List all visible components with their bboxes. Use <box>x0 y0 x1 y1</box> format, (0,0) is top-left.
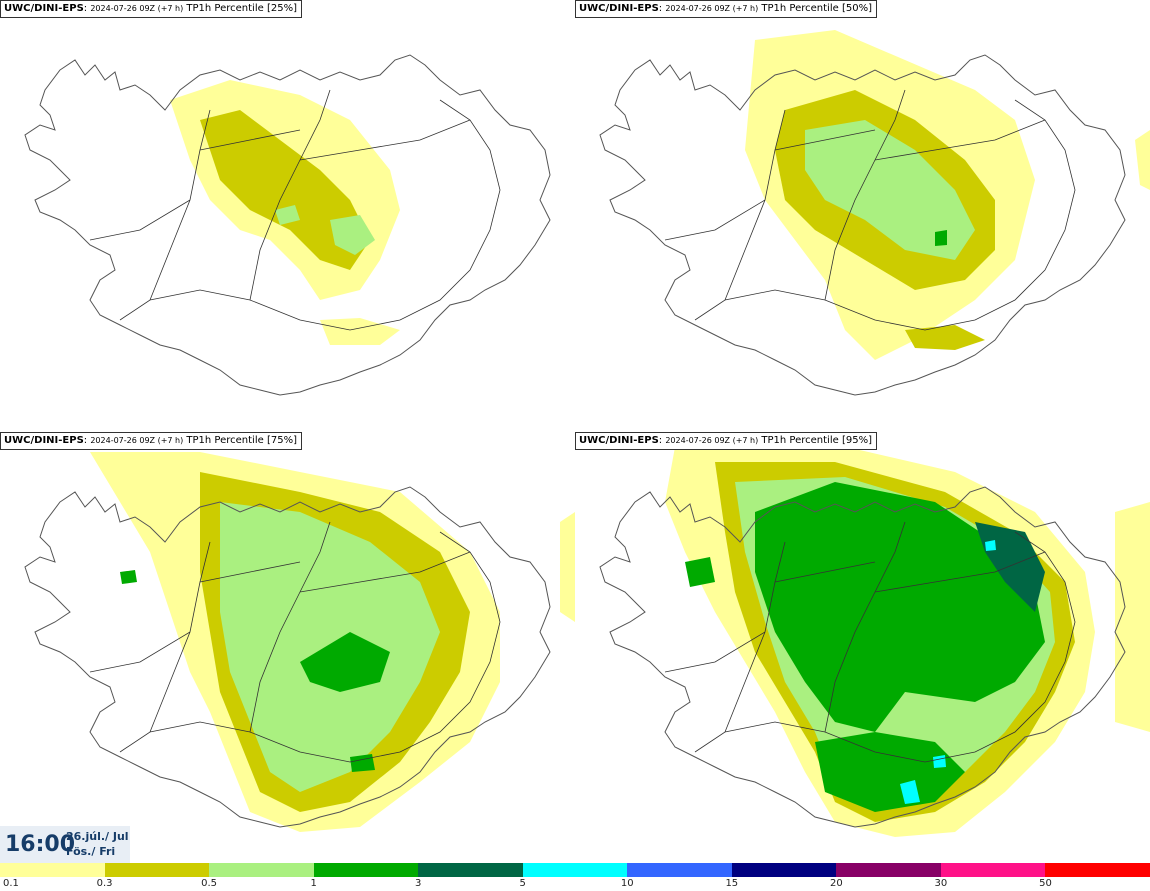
legend-swatch <box>1045 863 1150 877</box>
map-panel-p95: UWC/DINI-EPS: 2024-07-26 09Z (+7 h) TP1h… <box>575 432 1150 864</box>
panel-source: UWC/DINI-EPS <box>4 3 84 14</box>
legend-swatch <box>313 863 419 877</box>
legend-tick-label: 1 <box>310 878 317 889</box>
precip-map <box>599 442 1150 837</box>
valid-time-date: 26.júl./ Jul <box>66 830 129 843</box>
legend-tick-label: 20 <box>829 878 843 889</box>
legend-swatch <box>627 863 732 877</box>
precip-field <box>745 30 1150 360</box>
legend-tick-label: 5 <box>519 878 526 889</box>
precip-field <box>170 80 400 345</box>
valid-time-box: 16:00 26.júl./ Jul Fös./ Fri <box>0 826 130 863</box>
precip-map <box>24 452 575 832</box>
panel-run: 2024-07-26 09Z (+7 h) <box>665 436 759 445</box>
legend-swatch <box>836 863 941 877</box>
legend-tick-label: 0.5 <box>201 878 218 889</box>
valid-time-weekday: Fös./ Fri <box>66 845 116 858</box>
precip-legend: 0.1 0.3 0.5 1 3 5 10 15 20 30 50 <box>0 863 1150 891</box>
precip-map <box>599 30 1150 396</box>
legend-swatch <box>418 863 523 877</box>
panel-run: 2024-07-26 09Z (+7 h) <box>665 4 759 13</box>
precip-map <box>24 54 551 396</box>
panel-title: UWC/DINI-EPS: 2024-07-26 09Z (+7 h) TP1h… <box>575 432 877 450</box>
panel-run: 2024-07-26 09Z (+7 h) <box>90 4 184 13</box>
map-panel-p25: UWC/DINI-EPS: 2024-07-26 09Z (+7 h) TP1h… <box>0 0 575 432</box>
legend-tick-label: 3 <box>414 878 422 889</box>
panel-field: TP1h Percentile [95%] <box>761 435 872 446</box>
panel-source: UWC/DINI-EPS <box>4 435 84 446</box>
legend-swatch <box>731 863 837 877</box>
legend-swatch <box>940 863 1046 877</box>
panel-run: 2024-07-26 09Z (+7 h) <box>90 436 184 445</box>
legend-swatch <box>104 863 210 877</box>
panel-source: UWC/DINI-EPS <box>579 3 659 14</box>
panel-field: TP1h Percentile [50%] <box>761 3 872 14</box>
map-panel-p75: UWC/DINI-EPS: 2024-07-26 09Z (+7 h) TP1h… <box>0 432 575 864</box>
panel-field: TP1h Percentile [25%] <box>186 3 297 14</box>
panel-title: UWC/DINI-EPS: 2024-07-26 09Z (+7 h) TP1h… <box>0 432 302 450</box>
legend-tick-label: 50 <box>1039 878 1052 889</box>
legend-tick-label: 30 <box>934 878 948 889</box>
legend-tick-label: 0.1 <box>3 878 19 889</box>
panel-field: TP1h Percentile [75%] <box>186 435 297 446</box>
precip-field <box>665 442 1150 837</box>
panel-title: UWC/DINI-EPS: 2024-07-26 09Z (+7 h) TP1h… <box>575 0 877 18</box>
panel-source: UWC/DINI-EPS <box>579 435 659 446</box>
legend-tick-label: 15 <box>725 878 739 889</box>
precip-field <box>90 452 575 832</box>
panel-title: UWC/DINI-EPS: 2024-07-26 09Z (+7 h) TP1h… <box>0 0 302 18</box>
legend-swatch <box>209 863 314 877</box>
legend-tick-label: 10 <box>620 878 634 889</box>
legend-swatch <box>522 863 628 877</box>
legend-swatch <box>0 863 105 877</box>
map-panel-p50: UWC/DINI-EPS: 2024-07-26 09Z (+7 h) TP1h… <box>575 0 1150 432</box>
valid-time-clock: 16:00 <box>5 832 76 857</box>
legend-color-bar <box>0 863 1150 877</box>
legend-tick-label: 0.3 <box>96 878 113 889</box>
